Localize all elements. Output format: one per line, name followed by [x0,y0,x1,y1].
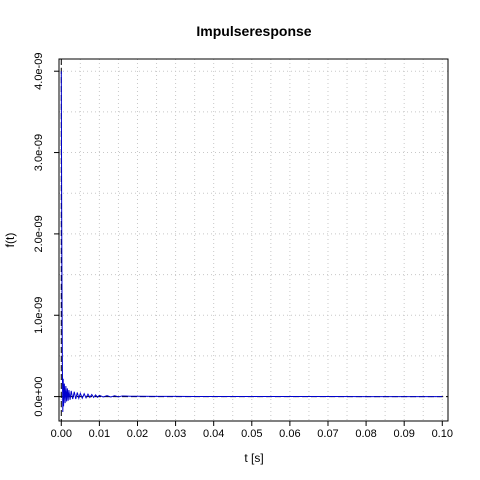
y-tick-label: 2.0e-09 [33,215,45,252]
y-tick-label: 1.0e-09 [33,297,45,334]
series-line [60,71,443,413]
x-tick-label: 0.09 [393,428,414,440]
x-tick-label: 0.06 [279,428,300,440]
chart-title: Impulseresponse [196,23,311,39]
x-axis: 0.00 0.01 0.02 0.03 0.04 0.05 0.06 0.07 0.08 0.09… [51,421,453,440]
grid [59,59,448,421]
x-tick-label: 0.10 [432,428,453,440]
x-tick-label: 0.05 [241,428,262,440]
x-tick-label: 0.00 [51,428,72,440]
x-tick-label: 0.08 [355,428,376,440]
x-tick-label: 0.01 [89,428,110,440]
x-axis-label: t [s] [244,451,263,465]
y-tick-label: 0.0e+00 [33,377,45,417]
x-tick-label: 0.03 [165,428,186,440]
y-tick-label: 3.0e-09 [33,134,45,171]
y-axis: 0.0e+00 1.0e-09 2.0e-09 3.0e-09 4.0e-09 [33,53,59,417]
x-tick-label: 0.04 [203,428,224,440]
x-tick-label: 0.07 [317,428,338,440]
plot-frame [58,58,449,422]
y-tick-label: 4.0e-09 [33,53,45,90]
y-axis-label: f(t) [3,233,17,248]
series-layer [60,71,443,413]
x-tick-label: 0.02 [127,428,148,440]
